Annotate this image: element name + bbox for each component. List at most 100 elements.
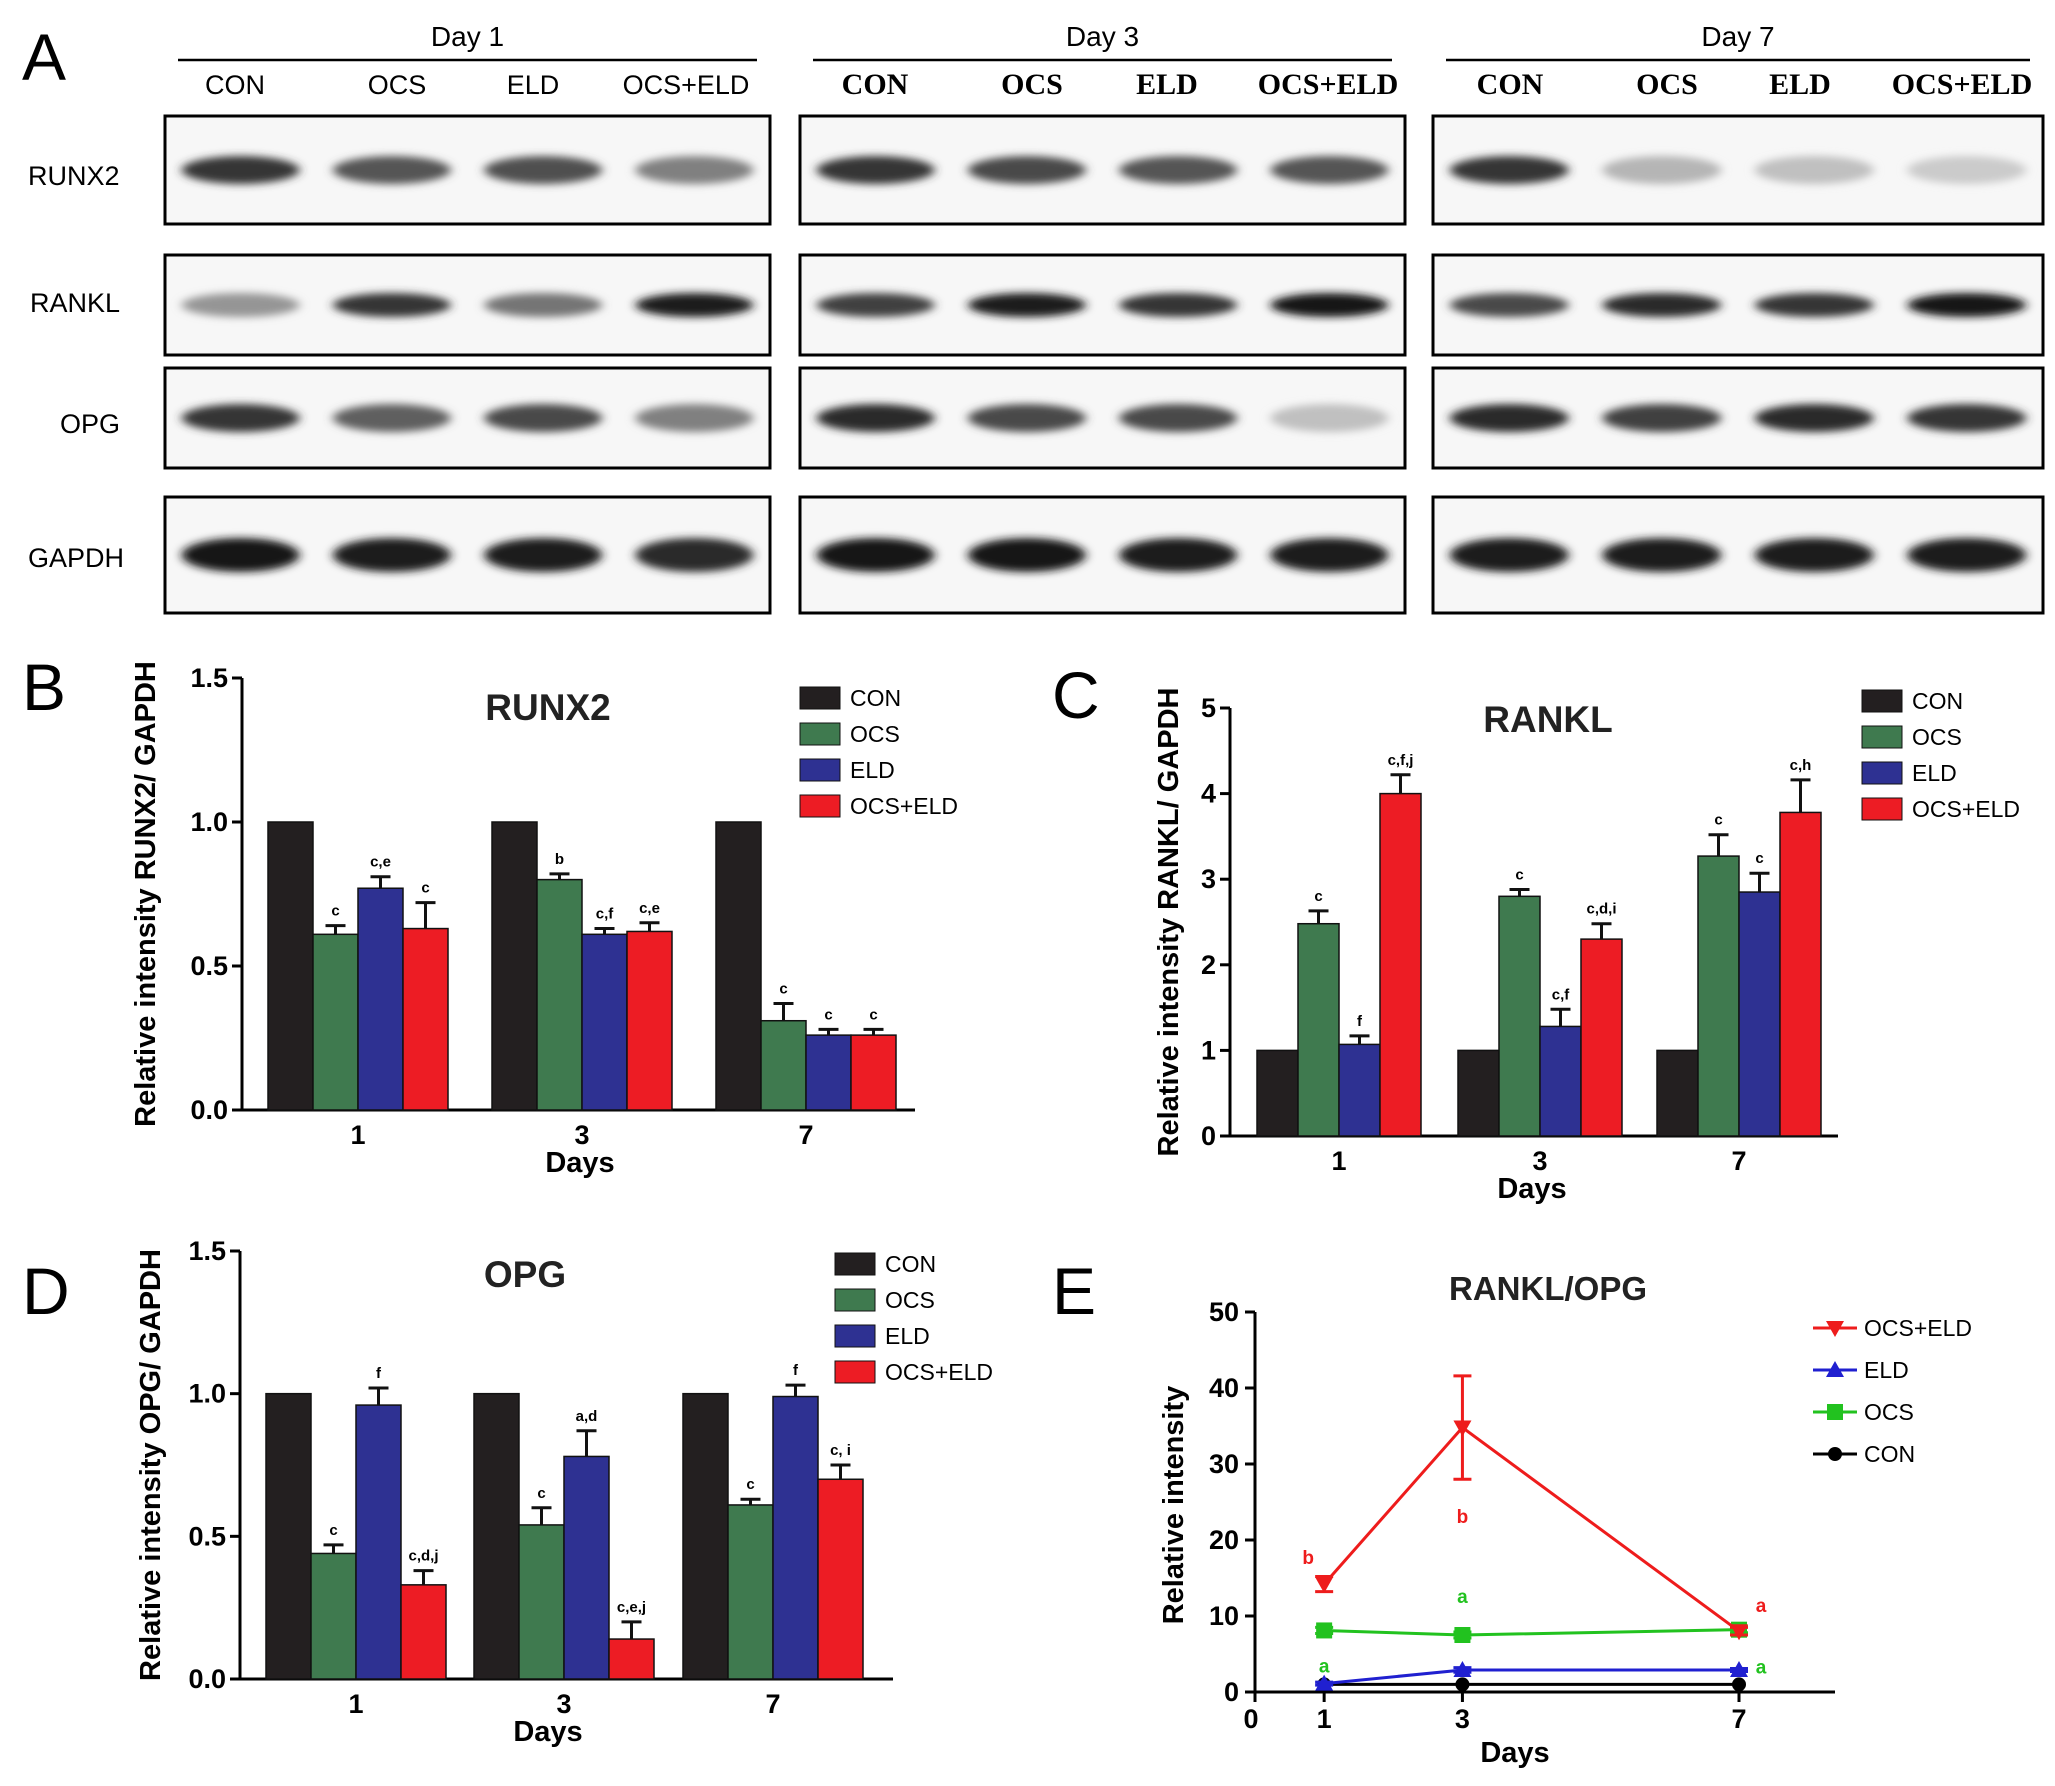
y-tick-label: 0 xyxy=(1224,1677,1239,1707)
significance-label: c xyxy=(869,1006,877,1023)
blot-band xyxy=(1119,156,1238,184)
data-point-ocs xyxy=(1316,1622,1333,1639)
blot-band xyxy=(967,156,1086,184)
blot-band xyxy=(1270,538,1389,572)
legend-swatch xyxy=(834,1252,876,1276)
x-tick-label: 0 xyxy=(1243,1704,1258,1734)
x-tick-label: 7 xyxy=(1731,1146,1746,1176)
chart-d: OPG 0.0 0.5 1.0 1.5 Relative intensity OPG/ G… xyxy=(135,1236,993,1748)
blot-strip-runx2 xyxy=(798,114,1407,226)
blot-band xyxy=(1270,404,1389,432)
x-tick-label: 3 xyxy=(556,1689,571,1719)
data-point-eld xyxy=(1315,1674,1334,1691)
blot-band xyxy=(181,404,300,432)
blot-band xyxy=(181,293,300,317)
chart-c: RANKL 0 1 2 3 4 5 Relative intensity RANKL/ GAP… xyxy=(1153,688,2020,1205)
blot-band xyxy=(484,538,603,572)
x-tick-label: 7 xyxy=(765,1689,780,1719)
bar-eld-day-3 xyxy=(563,1455,610,1680)
bar-eld-day-7 xyxy=(772,1395,819,1680)
blot-band xyxy=(967,293,1086,317)
legend-marker xyxy=(1826,1321,1844,1337)
legend-label: CON xyxy=(1912,688,1963,714)
chart-title: RUNX2 xyxy=(485,687,610,728)
blot-lane-label: OCS+ELD xyxy=(623,70,750,100)
significance-label: c,h xyxy=(1790,757,1812,774)
bar-ocs-eld-day-3 xyxy=(608,1638,655,1680)
bar-con-day-3 xyxy=(1457,1049,1500,1137)
data-point-con xyxy=(1732,1677,1746,1692)
y-tick-label: 1 xyxy=(1201,1035,1216,1065)
bar-ocs-eld-day-3 xyxy=(1580,938,1623,1137)
blot-band xyxy=(1907,156,2027,184)
x-tick-label: 1 xyxy=(1317,1704,1332,1734)
bar-con-day-1 xyxy=(265,1392,312,1680)
legend-swatch xyxy=(1861,797,1903,821)
blot-band xyxy=(484,404,603,432)
blot-band xyxy=(1270,293,1389,317)
y-tick-label: 5 xyxy=(1201,693,1216,723)
significance-label: c, i xyxy=(830,1442,851,1459)
blot-band xyxy=(181,538,300,572)
blot-band xyxy=(1907,293,2027,317)
legend-marker xyxy=(1827,1404,1843,1420)
significance-label: c xyxy=(1755,850,1763,867)
blot-strip-opg xyxy=(798,366,1407,470)
y-tick-label: 1.0 xyxy=(188,1379,226,1409)
significance-label: a xyxy=(1756,1596,1767,1617)
legend-label: OCS+ELD xyxy=(885,1359,993,1385)
legend-swatch xyxy=(1861,689,1903,713)
bar-ocs-eld-day-1 xyxy=(402,927,449,1111)
blot-strip-rankl xyxy=(1431,253,2045,357)
bar-eld-day-3 xyxy=(1539,1025,1582,1137)
legend-swatch xyxy=(799,722,841,746)
data-point-con xyxy=(1455,1677,1470,1692)
x-axis-label: Days xyxy=(1480,1737,1549,1769)
blot-strip-rankl xyxy=(163,253,772,357)
bar-ocs-day-7 xyxy=(1697,855,1740,1137)
blot-band xyxy=(1754,293,1874,317)
blot-day-label: Day 7 xyxy=(1701,21,1774,52)
blot-protein-label-opg: OPG xyxy=(60,409,120,439)
bar-eld-day-1 xyxy=(357,887,404,1111)
blot-strip-opg xyxy=(1431,366,2045,470)
blot-band xyxy=(816,293,935,317)
y-tick-label: 1.5 xyxy=(190,663,228,693)
y-tick-label: 0.5 xyxy=(190,951,228,981)
blot-lane-label: CON xyxy=(842,68,909,101)
x-tick-label: 3 xyxy=(574,1120,589,1150)
blot-band xyxy=(332,293,451,317)
blot-band xyxy=(332,538,451,572)
y-tick-label: 1.0 xyxy=(190,807,228,837)
bar-eld-day-7 xyxy=(1738,891,1781,1137)
blot-strip-opg xyxy=(163,366,772,470)
significance-label: f xyxy=(1357,1013,1363,1030)
legend-label: OCS xyxy=(885,1287,935,1313)
blot-band xyxy=(816,538,935,572)
panel-letter-c: C xyxy=(1052,658,1100,732)
y-axis-label: Relative intensity RUNX2/ GAPDH xyxy=(130,661,162,1127)
blot-band xyxy=(1119,404,1238,432)
bar-con-day-1 xyxy=(267,821,314,1111)
panel-letter-e: E xyxy=(1052,1254,1096,1328)
blot-strip-gapdh xyxy=(798,495,1407,615)
bar-ocs-eld-day-1 xyxy=(1379,792,1422,1137)
blot-band xyxy=(1754,538,1874,572)
blot-band xyxy=(1907,404,2027,432)
blot-lane-label: OCS+ELD xyxy=(1892,68,2032,101)
legend-swatch xyxy=(834,1288,876,1312)
significance-label: c xyxy=(779,980,787,997)
y-tick-label: 2 xyxy=(1201,950,1216,980)
blot-band xyxy=(1449,293,1569,317)
legend-label: ELD xyxy=(1912,760,1957,786)
blot-strip-gapdh xyxy=(1431,495,2045,615)
blot-band xyxy=(635,538,754,572)
blot-strip-rankl xyxy=(798,253,1407,357)
series-line-eld xyxy=(1323,1668,1739,1686)
bar-ocs-eld-day-3 xyxy=(626,930,673,1111)
bar-con-day-3 xyxy=(491,821,538,1111)
significance-label: c,d,j xyxy=(408,1548,438,1565)
blot-lane-label: CON xyxy=(205,70,265,100)
panel-letter-b: B xyxy=(22,650,66,724)
bar-con-day-7 xyxy=(682,1392,729,1680)
